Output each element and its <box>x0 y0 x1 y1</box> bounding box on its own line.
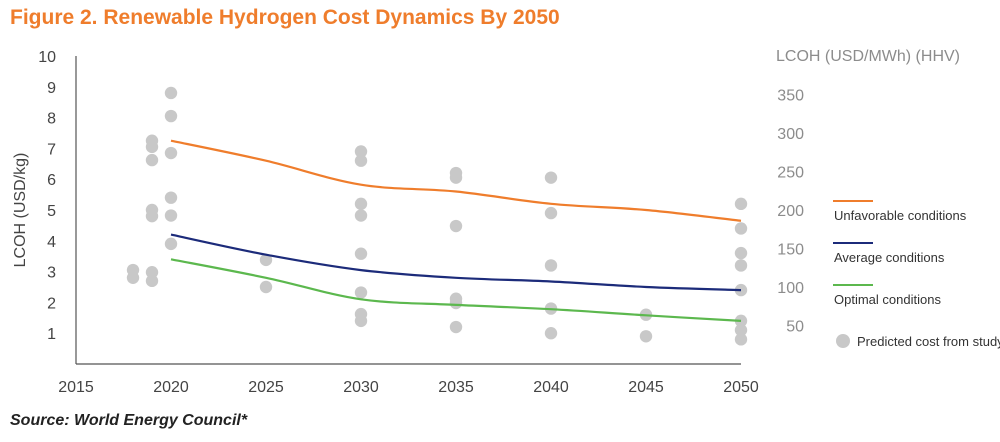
study-point <box>544 171 558 184</box>
y-axis-label: LCOH (USD/kg) <box>12 153 29 268</box>
study-point <box>354 154 368 167</box>
study-point <box>544 259 558 272</box>
legend-swatch <box>836 334 850 348</box>
study-point <box>259 253 273 267</box>
legend: Unfavorable conditions Average conditions… <box>833 200 1000 349</box>
study-point <box>164 191 178 204</box>
study-point <box>449 219 463 233</box>
study-point <box>164 86 178 100</box>
study-point <box>354 247 368 260</box>
study-points <box>126 86 748 346</box>
y-tick-label: 9 <box>47 80 56 97</box>
study-point <box>126 271 140 284</box>
x-tick-label: 2015 <box>58 379 94 396</box>
y2-tick-label: 300 <box>777 126 804 143</box>
study-point <box>145 153 159 167</box>
x-tick-label: 2025 <box>248 379 284 396</box>
study-point <box>354 145 368 158</box>
y2-tick-label: 200 <box>777 203 804 220</box>
x-tick-label: 2020 <box>153 379 189 396</box>
series-lines <box>170 139 742 322</box>
study-point <box>734 197 748 211</box>
study-point <box>544 327 558 340</box>
study-point <box>639 330 653 343</box>
study-point <box>449 320 463 334</box>
study-point <box>734 246 748 260</box>
study-point <box>734 222 748 235</box>
y-tick-label: 6 <box>47 172 56 189</box>
study-point <box>354 314 368 328</box>
study-point <box>354 209 368 222</box>
study-point <box>449 171 463 184</box>
legend-label: Optimal conditions <box>834 292 941 307</box>
study-point <box>145 266 159 279</box>
y2-tick-label: 100 <box>777 280 804 297</box>
study-point <box>449 296 463 310</box>
legend-label: Predicted cost from study <box>857 334 1000 349</box>
y-tick-label: 8 <box>47 111 56 128</box>
study-point <box>164 237 178 251</box>
y-tick-label: 7 <box>47 141 56 158</box>
y2-tick-label: 150 <box>777 242 804 259</box>
study-point <box>734 259 748 272</box>
y-tick-label: 3 <box>47 265 56 282</box>
study-point <box>164 146 178 160</box>
x-tick-label: 2030 <box>343 379 379 396</box>
x-tick-label: 2040 <box>533 379 569 396</box>
study-point <box>544 206 558 220</box>
figure-source: Source: World Energy Council* <box>10 412 248 429</box>
x-tick-label: 2050 <box>723 379 759 396</box>
legend-label: Average conditions <box>834 250 945 265</box>
figure-title: Figure 2. Renewable Hydrogen Cost Dynami… <box>10 6 560 29</box>
study-point <box>164 209 178 222</box>
y-tick-label: 10 <box>38 49 56 66</box>
series-line <box>170 258 742 322</box>
y-tick-label: 1 <box>47 326 56 343</box>
y2-tick-label: 50 <box>786 319 804 336</box>
study-point <box>734 323 748 337</box>
y-tick-label: 4 <box>47 234 56 251</box>
study-point <box>734 333 748 346</box>
series-line <box>170 233 742 292</box>
y-tick-labels: 1 2 3 4 5 6 7 8 9 10 <box>38 49 56 343</box>
study-point <box>164 109 178 123</box>
study-point <box>354 286 368 299</box>
y2-axis-label: LCOH (USD/MWh) (HHV) <box>776 48 960 65</box>
study-point <box>145 274 159 288</box>
y2-tick-label: 350 <box>777 88 804 105</box>
study-point <box>354 197 368 211</box>
x-tick-labels: 2015 2020 2025 2030 2035 2040 2045 2050 <box>58 379 759 396</box>
study-point <box>259 280 273 294</box>
y2-tick-labels: 50 100 150 200 250 300 350 <box>777 88 804 336</box>
y-tick-label: 5 <box>47 203 56 220</box>
study-point <box>145 209 159 223</box>
legend-label: Unfavorable conditions <box>834 208 967 223</box>
y2-tick-label: 250 <box>777 165 804 182</box>
chart-axes <box>75 56 741 365</box>
x-tick-label: 2045 <box>628 379 664 396</box>
x-tick-label: 2035 <box>438 379 474 396</box>
series-line <box>170 139 742 222</box>
study-point <box>145 140 159 154</box>
y-tick-label: 2 <box>47 295 56 312</box>
